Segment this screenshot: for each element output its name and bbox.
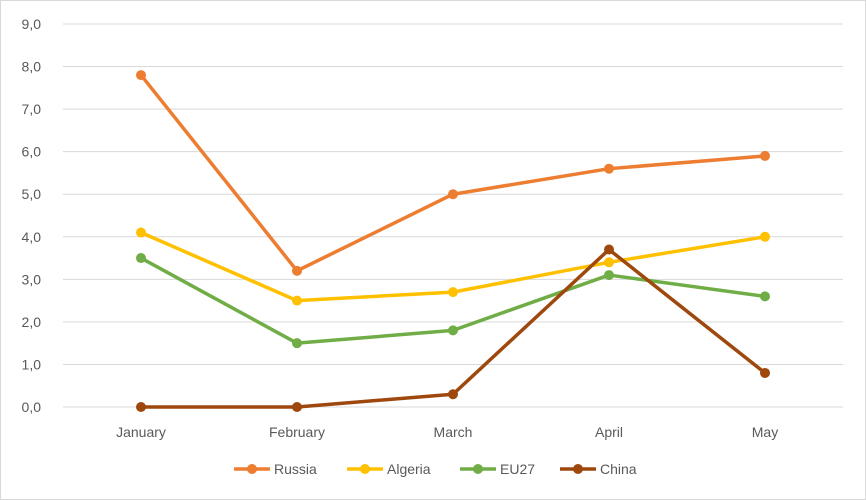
- x-tick-label: May: [752, 424, 778, 440]
- y-tick-label: 3,0: [22, 271, 42, 287]
- data-point: [448, 189, 458, 200]
- data-point: [604, 244, 614, 255]
- legend-marker: [573, 464, 583, 474]
- legend-marker: [247, 464, 257, 474]
- data-point: [448, 389, 458, 400]
- legend: Russia Algeria EU27 China: [234, 461, 637, 477]
- y-axis-tick-labels: 0,0 1,0 2,0 3,0 4,0 5,0 6,0 7,0 8,0 9,0: [22, 16, 42, 415]
- x-tick-label: February: [269, 424, 325, 440]
- data-point: [292, 402, 302, 412]
- data-point: [292, 265, 302, 276]
- data-point: [760, 150, 770, 161]
- data-point: [760, 291, 770, 302]
- data-point: [136, 227, 146, 238]
- gridlines: [63, 23, 843, 408]
- y-tick-label: 8,0: [22, 59, 42, 75]
- data-point: [136, 253, 146, 264]
- y-tick-label: 0,0: [22, 399, 42, 415]
- legend-item-eu27: EU27: [460, 461, 535, 477]
- legend-item-russia: Russia: [234, 461, 317, 477]
- series-china: [136, 244, 770, 412]
- y-tick-label: 7,0: [22, 101, 42, 117]
- x-axis-tick-labels: January February March April May: [116, 424, 778, 440]
- data-point: [760, 367, 770, 378]
- data-point: [292, 338, 302, 349]
- y-tick-label: 5,0: [22, 186, 42, 202]
- data-point: [136, 70, 146, 81]
- data-point: [448, 287, 458, 298]
- data-point: [604, 163, 614, 174]
- data-point: [136, 402, 146, 412]
- series-algeria: [136, 227, 770, 306]
- legend-label: Algeria: [387, 461, 431, 477]
- y-tick-label: 6,0: [22, 144, 42, 160]
- series-line: [139, 73, 767, 273]
- y-tick-label: 9,0: [22, 16, 42, 32]
- legend-label: EU27: [500, 461, 535, 477]
- y-tick-label: 2,0: [22, 314, 42, 330]
- series-group: [136, 70, 770, 412]
- y-tick-label: 1,0: [22, 356, 42, 372]
- x-tick-label: April: [595, 424, 623, 440]
- series-russia: [136, 70, 770, 276]
- legend-label: Russia: [274, 461, 317, 477]
- data-point: [760, 231, 770, 242]
- legend-marker: [473, 464, 483, 474]
- series-eu27: [136, 253, 770, 349]
- y-tick-label: 4,0: [22, 229, 42, 245]
- data-point: [604, 270, 614, 281]
- x-tick-label: January: [116, 424, 166, 440]
- legend-label: China: [600, 461, 637, 477]
- data-point: [604, 257, 614, 268]
- legend-item-algeria: Algeria: [347, 461, 431, 477]
- legend-marker: [360, 464, 370, 474]
- x-tick-label: March: [434, 424, 473, 440]
- data-point: [292, 295, 302, 306]
- data-point: [448, 325, 458, 336]
- legend-item-china: China: [560, 461, 637, 477]
